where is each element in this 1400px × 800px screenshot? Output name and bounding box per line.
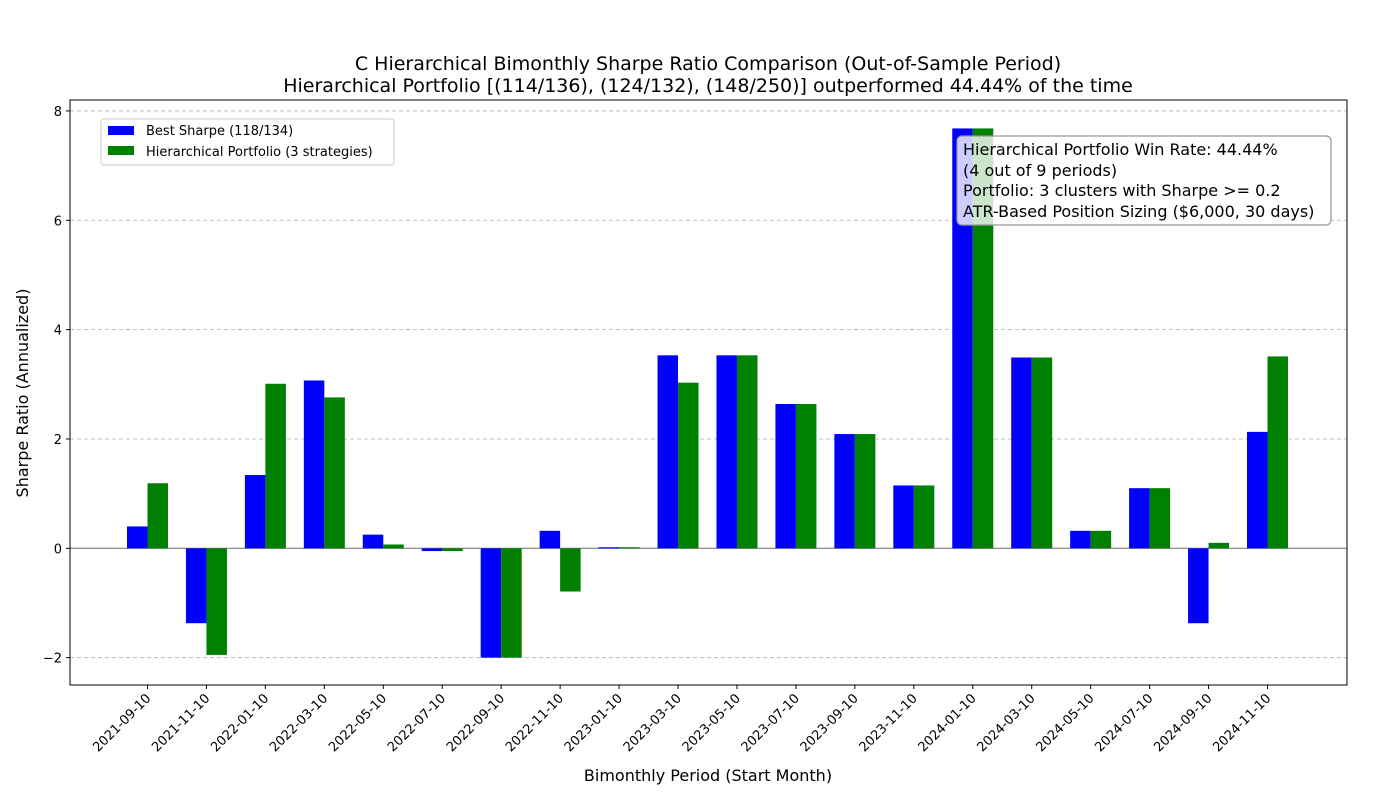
annotation-line-3: Portfolio: 3 clusters with Sharpe >= 0.2 (963, 181, 1281, 200)
plot-frame (69, 99, 1348, 686)
bars (127, 128, 1288, 658)
bar-hierarchical-2024-11-10 (1267, 356, 1288, 549)
bar-best-sharpe-2022-03-10 (303, 380, 325, 549)
bar-best-sharpe-2022-07-10 (421, 548, 443, 552)
annotation-line-1: Hierarchical Portfolio Win Rate: 44.44% (963, 140, 1278, 159)
bar-best-sharpe-2024-11-10 (1247, 431, 1268, 549)
x-tick-label: 2022-01-10 (208, 691, 272, 755)
legend-label-best-sharpe: Best Sharpe (118/134) (146, 124, 293, 139)
bar-hierarchical-2022-07-10 (442, 548, 463, 552)
bar-best-sharpe-2022-09-10 (480, 548, 502, 658)
chart-title: C Hierarchical Bimonthly Sharpe Ratio Co… (355, 53, 1061, 75)
bar-best-sharpe-2023-05-10 (716, 355, 737, 549)
legend-label-hierarchical: Hierarchical Portfolio (3 strategies) (146, 145, 373, 160)
bar-hierarchical-2021-11-10 (206, 548, 227, 655)
bar-best-sharpe-2022-05-10 (362, 534, 384, 549)
x-tick-label: 2023-05-10 (680, 691, 744, 755)
y-axis-label: Sharpe Ratio (Annualized) (13, 289, 32, 498)
bar-best-sharpe-2023-03-10 (657, 355, 679, 549)
bar-best-sharpe-2024-03-10 (1011, 357, 1032, 549)
x-tick-label: 2024-01-10 (916, 691, 980, 755)
x-tick-label: 2022-07-10 (385, 691, 449, 755)
bar-best-sharpe-2023-07-10 (775, 403, 796, 549)
x-tick-label: 2022-11-10 (503, 691, 567, 755)
bar-hierarchical-2022-05-10 (383, 544, 404, 549)
y-tick-label: 2 (54, 433, 62, 448)
bar-best-sharpe-2024-01-10 (952, 128, 973, 549)
bar-hierarchical-2022-11-10 (560, 548, 581, 592)
annotation-frame (956, 135, 1332, 226)
x-tick-label: 2022-09-10 (444, 691, 508, 755)
legend-swatch-hierarchical (108, 146, 134, 155)
bar-hierarchical-2023-05-10 (736, 355, 758, 549)
legend: Best Sharpe (118/134) Hierarchical Portf… (100, 118, 395, 166)
chart-subtitle: Hierarchical Portfolio [(114/136), (124/… (283, 75, 1133, 97)
bar-best-sharpe-2022-11-10 (539, 530, 561, 549)
bar-hierarchical-2022-09-10 (501, 548, 522, 658)
x-axis-ticks: 2021-09-102021-11-102022-01-102022-03-10… (90, 685, 1274, 755)
x-tick-label: 2023-03-10 (621, 691, 685, 755)
x-tick-label: 2021-11-10 (149, 691, 213, 755)
bar-hierarchical-2024-09-10 (1208, 542, 1230, 549)
bar-hierarchical-2022-01-10 (265, 383, 286, 549)
x-tick-label: 2022-05-10 (326, 691, 390, 755)
x-axis-label: Bimonthly Period (Start Month) (584, 766, 832, 785)
y-tick-label: 6 (54, 214, 62, 229)
y-tick-label: 8 (54, 105, 62, 120)
x-tick-label: 2023-07-10 (739, 691, 803, 755)
bar-hierarchical-2024-03-10 (1031, 357, 1053, 549)
bar-best-sharpe-2024-05-10 (1070, 530, 1091, 549)
y-tick-label: 0 (54, 542, 62, 557)
x-tick-label: 2024-05-10 (1033, 691, 1097, 755)
bar-best-sharpe-2024-07-10 (1129, 488, 1150, 549)
bar-hierarchical-2024-01-10 (972, 128, 994, 549)
bar-hierarchical-2021-09-10 (147, 483, 168, 549)
annotation-line-4: ATR-Based Position Sizing ($6,000, 30 da… (963, 202, 1314, 221)
bar-hierarchical-2023-11-10 (913, 485, 935, 549)
x-tick-label: 2024-07-10 (1092, 691, 1156, 755)
bar-hierarchical-2023-09-10 (854, 434, 876, 549)
x-tick-label: 2023-01-10 (562, 691, 626, 755)
bar-hierarchical-2023-01-10 (619, 547, 640, 549)
bar-hierarchical-2023-07-10 (795, 403, 817, 549)
bar-best-sharpe-2022-01-10 (244, 475, 266, 549)
bar-hierarchical-2022-03-10 (324, 397, 345, 549)
bar-best-sharpe-2023-01-10 (598, 547, 620, 549)
x-tick-label: 2022-03-10 (267, 691, 331, 755)
y-tick-label: 4 (54, 324, 62, 339)
x-tick-label: 2023-09-10 (798, 691, 862, 755)
y-tick-label: −2 (43, 652, 62, 667)
x-tick-label: 2024-03-10 (975, 691, 1039, 755)
legend-swatch-best-sharpe (108, 126, 134, 135)
annotation-line-2: (4 out of 9 periods) (963, 161, 1117, 180)
bar-best-sharpe-2023-09-10 (834, 434, 855, 549)
x-tick-label: 2021-09-10 (90, 691, 154, 755)
bar-hierarchical-2023-03-10 (678, 382, 699, 549)
bar-hierarchical-2024-07-10 (1149, 488, 1171, 549)
x-tick-label: 2024-11-10 (1210, 691, 1274, 755)
y-axis-ticks: −2 0 2 4 6 8 (43, 105, 70, 667)
legend-frame (100, 118, 395, 166)
bar-best-sharpe-2024-09-10 (1188, 548, 1209, 624)
bar-best-sharpe-2021-11-10 (185, 548, 207, 624)
bar-best-sharpe-2023-11-10 (893, 485, 914, 549)
x-tick-label: 2024-09-10 (1151, 691, 1215, 755)
annotation-box: Hierarchical Portfolio Win Rate: 44.44% … (956, 135, 1332, 226)
bar-best-sharpe-2021-09-10 (127, 526, 148, 549)
bar-hierarchical-2024-05-10 (1090, 530, 1112, 549)
x-tick-label: 2023-11-10 (857, 691, 921, 755)
